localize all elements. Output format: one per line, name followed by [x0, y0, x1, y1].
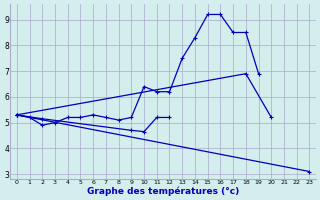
X-axis label: Graphe des températures (°c): Graphe des températures (°c) — [87, 186, 239, 196]
